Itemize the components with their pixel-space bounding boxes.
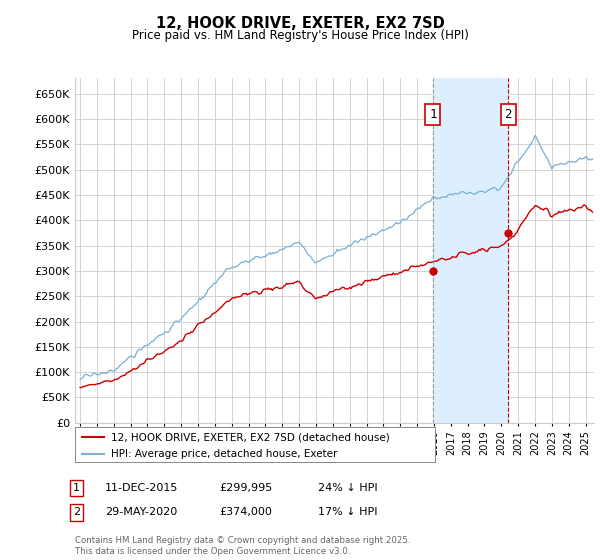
- Text: 1: 1: [429, 108, 437, 121]
- Text: £299,995: £299,995: [219, 483, 272, 493]
- Text: Price paid vs. HM Land Registry's House Price Index (HPI): Price paid vs. HM Land Registry's House …: [131, 29, 469, 42]
- Text: 29-MAY-2020: 29-MAY-2020: [105, 507, 177, 517]
- Text: 2: 2: [505, 108, 512, 121]
- Text: Contains HM Land Registry data © Crown copyright and database right 2025.
This d: Contains HM Land Registry data © Crown c…: [75, 536, 410, 556]
- Bar: [433, 78, 508, 423]
- Text: 2: 2: [73, 507, 80, 517]
- Text: 17% ↓ HPI: 17% ↓ HPI: [318, 507, 377, 517]
- Text: 12, HOOK DRIVE, EXETER, EX2 7SD (detached house): 12, HOOK DRIVE, EXETER, EX2 7SD (detache…: [111, 432, 390, 442]
- Text: 1: 1: [73, 483, 80, 493]
- Text: £374,000: £374,000: [219, 507, 272, 517]
- Text: 24% ↓ HPI: 24% ↓ HPI: [318, 483, 377, 493]
- Text: 11-DEC-2015: 11-DEC-2015: [105, 483, 178, 493]
- Text: HPI: Average price, detached house, Exeter: HPI: Average price, detached house, Exet…: [111, 449, 337, 459]
- Text: 12, HOOK DRIVE, EXETER, EX2 7SD: 12, HOOK DRIVE, EXETER, EX2 7SD: [155, 16, 445, 31]
